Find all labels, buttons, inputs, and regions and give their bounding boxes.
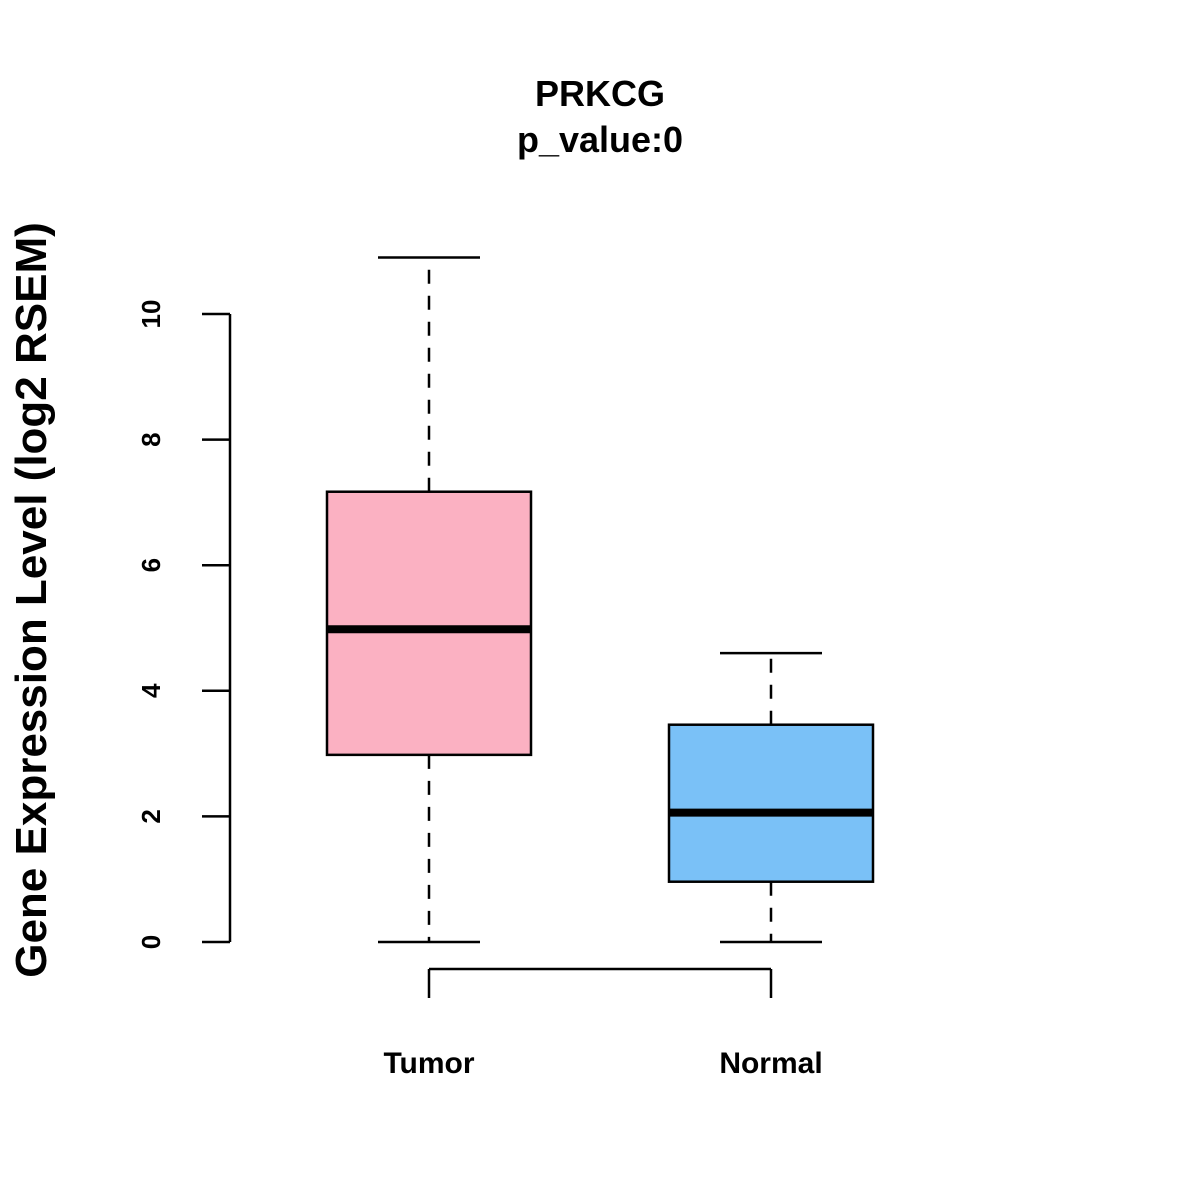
iqr-box <box>325 490 533 757</box>
iqr-box <box>667 723 875 883</box>
box-tumor <box>325 256 533 944</box>
x-category-label: Normal <box>719 1047 822 1080</box>
y-axis-label: Gene Expression Level (log2 RSEM) <box>7 222 56 978</box>
significance-bracket <box>427 967 773 998</box>
x-axis-labels: Tumor Normal <box>383 1047 822 1080</box>
y-tick-label: 6 <box>136 558 166 572</box>
y-tick-label: 2 <box>136 809 166 823</box>
y-axis: 0 2 4 6 8 10 <box>136 300 232 949</box>
box-normal <box>667 651 875 944</box>
y-tick-label: 4 <box>136 683 166 698</box>
y-tick-label: 0 <box>136 935 166 949</box>
y-tick-label: 10 <box>136 300 166 329</box>
x-category-label: Tumor <box>383 1047 474 1080</box>
boxes <box>325 256 875 944</box>
y-tick-label: 8 <box>136 432 166 446</box>
chart-title: PRKCG <box>535 73 665 114</box>
chart-subtitle: p_value:0 <box>517 119 683 160</box>
